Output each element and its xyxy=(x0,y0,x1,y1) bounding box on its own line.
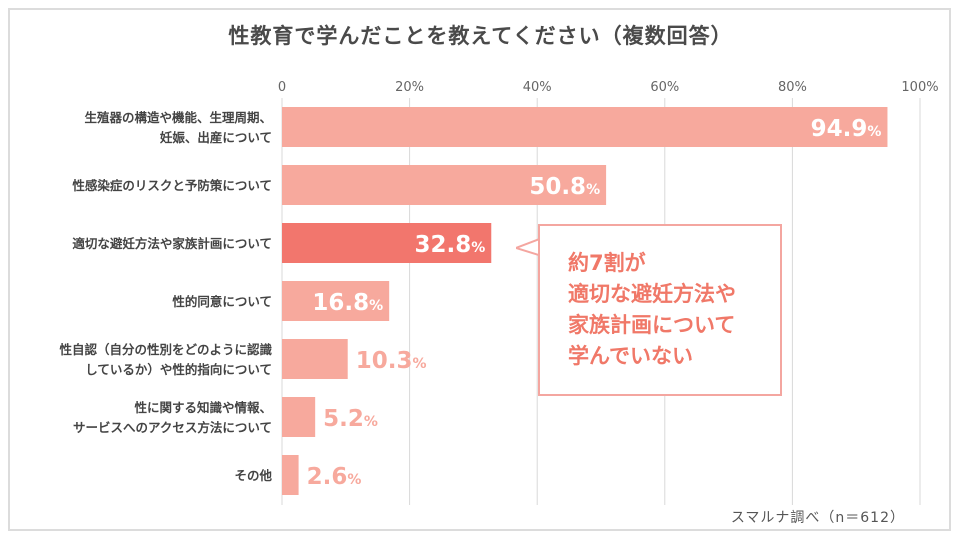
callout-line: 家族計画について xyxy=(568,313,736,337)
value-label: 10.3% xyxy=(356,348,427,374)
category-label: その他 xyxy=(234,468,272,483)
callout-box xyxy=(538,224,782,396)
x-tick-label: 60% xyxy=(650,80,679,95)
category-label: サービスへのアクセス方法について xyxy=(73,420,272,435)
bar xyxy=(282,165,607,205)
source-note: スマルナ調べ（n＝612） xyxy=(730,510,905,526)
category-label: 性自認（自分の性別をどのように認識 xyxy=(58,342,272,357)
bar xyxy=(282,281,390,321)
category-label: 適切な避妊方法や家族計画について xyxy=(72,236,272,251)
callout-line: 学んでいない xyxy=(568,344,693,368)
category-label: 性的同意について xyxy=(171,294,272,309)
value-label: 16.8% xyxy=(312,290,383,316)
value-unit: % xyxy=(867,124,881,140)
value-label: 2.6% xyxy=(307,464,362,490)
callout-text: 約7割が 適切な避妊方法や 家族計画について 学んでいない xyxy=(568,248,736,372)
chart-title: 性教育で学んだことを教えてください（複数回答） xyxy=(228,24,733,48)
x-tick-label: 20% xyxy=(395,80,424,95)
callout-line: 約7割が xyxy=(568,251,646,275)
callout-line: 適切な避妊方法や xyxy=(568,282,736,306)
chart-frame xyxy=(8,8,951,531)
x-tick-label: 80% xyxy=(778,80,807,95)
category-label: 生殖器の構造や機能、生理周期、 xyxy=(84,110,272,125)
category-label: しているか）や性的指向について xyxy=(85,362,272,377)
x-tick-label: 0 xyxy=(278,80,286,95)
category-label: 性に関する知識や情報、 xyxy=(133,400,272,415)
bar xyxy=(282,223,492,263)
x-tick-label: 100% xyxy=(901,80,938,95)
category-label: 妊娠、出産について xyxy=(160,130,272,145)
bar xyxy=(282,397,316,437)
value-unit: % xyxy=(364,414,378,430)
value-label: 5.2% xyxy=(323,406,378,432)
value-unit: % xyxy=(586,182,600,198)
value-unit: % xyxy=(412,356,426,372)
x-tick-label: 40% xyxy=(523,80,552,95)
category-label: 性感染症のリスクと予防策について xyxy=(71,178,272,193)
value-unit: % xyxy=(347,472,361,488)
bar xyxy=(282,339,348,379)
bar xyxy=(282,455,299,495)
value-unit: % xyxy=(471,240,485,256)
bar xyxy=(282,107,888,147)
value-unit: % xyxy=(369,298,383,314)
